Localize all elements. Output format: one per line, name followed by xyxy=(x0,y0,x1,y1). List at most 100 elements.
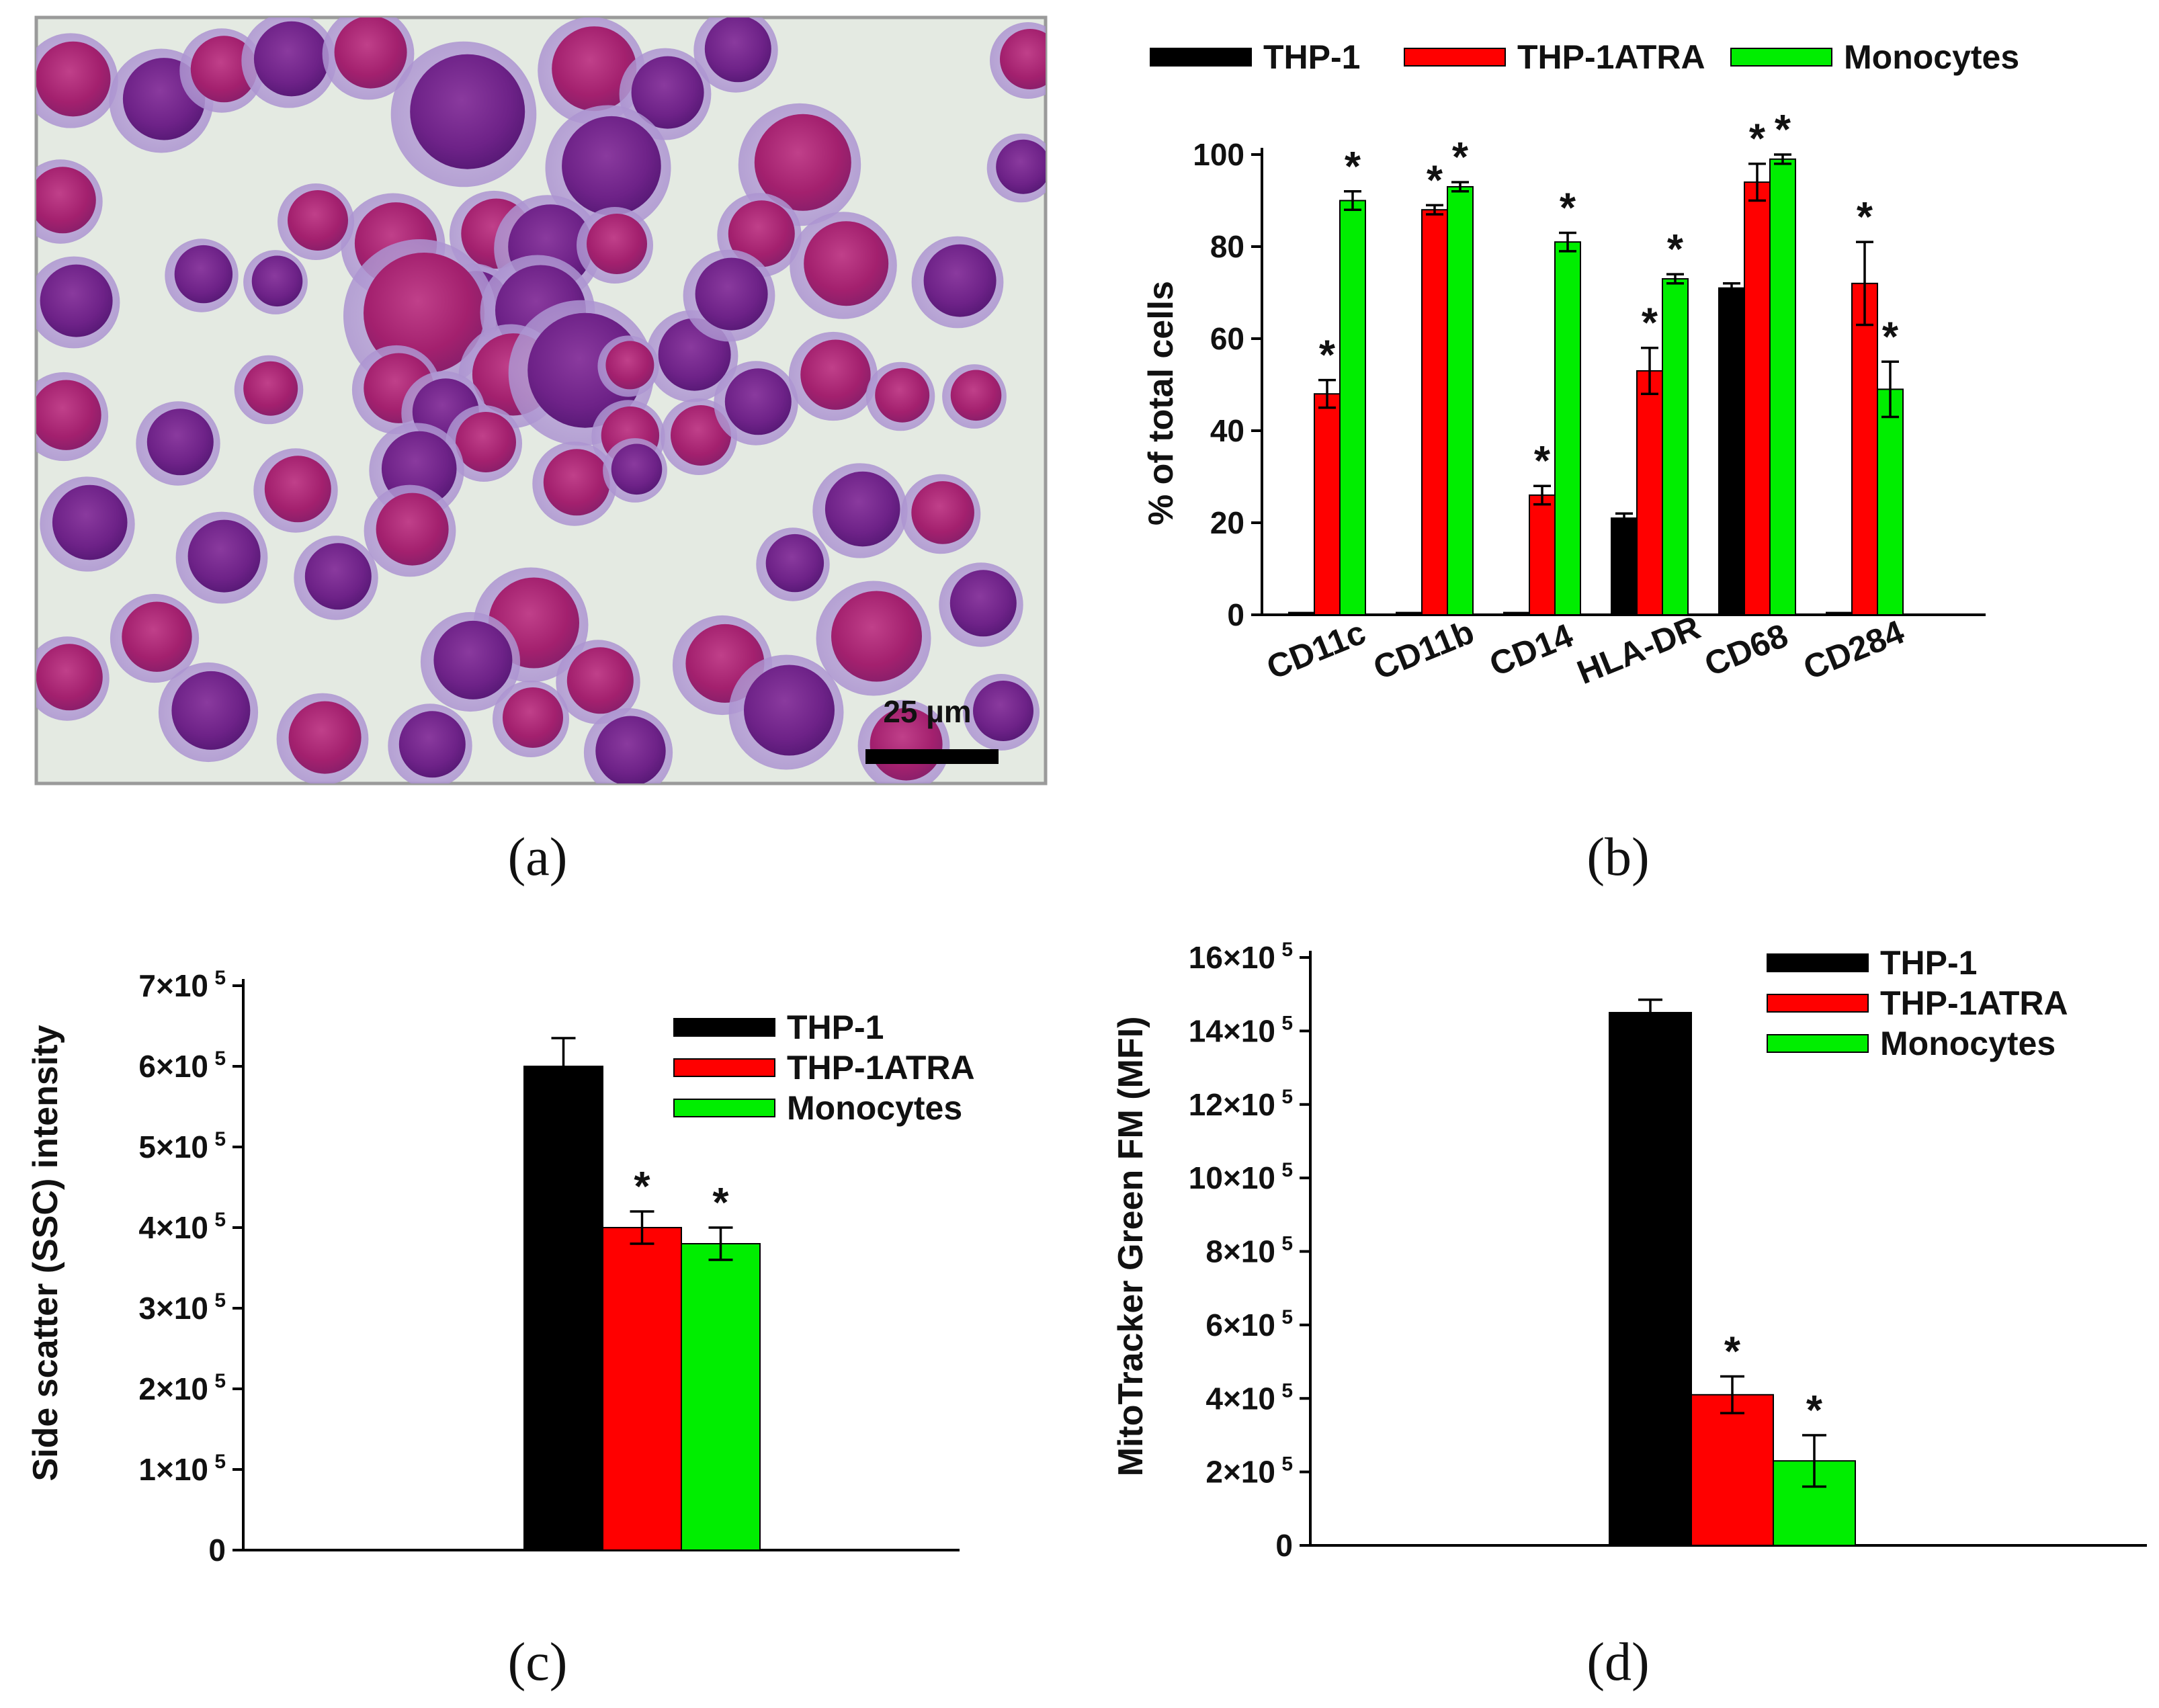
chart-b-error-bar xyxy=(1426,204,1443,216)
chart-c-significance-star: * xyxy=(634,1164,650,1210)
chart-c-ytick-label: 1×10 xyxy=(138,1452,208,1487)
chart-c-ytick-label: 3×10 xyxy=(138,1291,208,1326)
cell xyxy=(603,438,667,503)
cell-nucleus xyxy=(334,17,407,89)
chart-c-bar-thp-1atra xyxy=(602,1227,682,1551)
chart-b-error-bar xyxy=(1748,162,1766,202)
cell-nucleus xyxy=(122,601,192,672)
cell xyxy=(493,681,569,757)
chart-b-ytick-label: 0 xyxy=(1227,597,1244,632)
cell xyxy=(446,405,522,482)
chart-d-ytick-exponent: 5 xyxy=(1281,1306,1293,1328)
cell-nucleus xyxy=(36,380,101,450)
chart-d-ytick-label: 12×10 xyxy=(1189,1087,1275,1122)
cell-nucleus xyxy=(804,221,889,306)
stained-cells xyxy=(36,17,1046,783)
chart-b-ylabel: % of total cells xyxy=(1142,281,1181,525)
chart-d-error-bar xyxy=(1802,1434,1826,1488)
chart-d-error-bar xyxy=(1720,1375,1744,1414)
cell-nucleus xyxy=(595,716,666,783)
cell-nucleus xyxy=(398,711,466,778)
chart-d-legend-label-thp-1atra: THP-1ATRA xyxy=(1880,984,2068,1022)
chart-d-legend-swatch-thp-1atra xyxy=(1767,994,1869,1013)
cell-nucleus xyxy=(695,257,768,331)
micrograph-panel: 25 µm xyxy=(34,15,1048,785)
cell-nucleus xyxy=(251,255,303,307)
cell xyxy=(597,335,659,397)
chart-b-category-label: CD68 xyxy=(1699,616,1793,683)
panel-label-a: (a) xyxy=(508,828,568,887)
chart-d-ytick-exponent: 5 xyxy=(1281,939,1293,961)
cell-nucleus xyxy=(171,671,251,750)
chart-b-error-bar xyxy=(1559,231,1576,253)
cell-nucleus xyxy=(631,56,704,129)
cell xyxy=(990,22,1046,99)
cell xyxy=(556,640,640,724)
cell xyxy=(158,662,259,763)
chart-b-error-bar xyxy=(1774,153,1791,165)
chart-b-bar-thp-1atra-hla-dr xyxy=(1636,370,1663,615)
chart-b-category-label: HLA-DR xyxy=(1572,608,1705,691)
cell-nucleus xyxy=(949,570,1017,637)
chart-b-bar-thp-1-cd11c xyxy=(1288,611,1315,616)
cell-nucleus xyxy=(611,443,663,495)
cell xyxy=(788,331,878,421)
chart-b-error-bar xyxy=(1533,484,1551,506)
chart-c-legend-swatch-thp-1atra xyxy=(673,1058,775,1077)
cell-nucleus xyxy=(304,543,372,610)
chart-c-legend-label-monocytes: Monocytes xyxy=(787,1089,962,1127)
chart-c: Side scatter (SSC) intensity 0 1×10 5 2×10 5… xyxy=(26,967,975,1568)
cell-nucleus xyxy=(146,409,214,476)
cell-nucleus xyxy=(36,644,103,711)
chart-b-legend-swatch-monocytes xyxy=(1730,48,1832,67)
chart-c-ytick-label: 0 xyxy=(208,1533,226,1568)
chart-b-bar-thp-1atra-cd11c xyxy=(1314,393,1341,615)
cell-nucleus xyxy=(923,244,997,317)
chart-b-error-bar xyxy=(1641,346,1658,395)
chart-b-legend-label-thp-1atra: THP-1ATRA xyxy=(1517,38,1705,76)
cell xyxy=(136,401,220,486)
chart-d-significance-star: * xyxy=(1806,1387,1823,1434)
cell xyxy=(532,441,617,526)
cell-nucleus xyxy=(562,116,661,216)
cell xyxy=(728,654,844,770)
chart-b-bar-thp-1-hla-dr xyxy=(1611,517,1638,616)
cell-nucleus xyxy=(503,687,563,748)
chart-b-significance-star: * xyxy=(1345,144,1361,190)
chart-d-ytick-label: 14×10 xyxy=(1189,1013,1275,1048)
chart-b-significance-star: * xyxy=(1319,333,1336,379)
cell-nucleus xyxy=(52,484,128,560)
chart-b-ytick-label: 20 xyxy=(1210,505,1244,540)
cell xyxy=(714,361,798,445)
cell-nucleus xyxy=(950,370,1002,421)
chart-c-bar-monocytes xyxy=(681,1243,761,1551)
chart-c-legend-label-thp-1atra: THP-1ATRA xyxy=(787,1049,975,1086)
cell xyxy=(812,463,908,558)
cell-nucleus xyxy=(911,481,974,544)
chart-b-error-bar xyxy=(1666,273,1684,285)
cell-nucleus xyxy=(605,341,654,390)
chart-b-bar-thp-1atra-cd68 xyxy=(1744,181,1771,616)
chart-d-legend-swatch-monocytes xyxy=(1767,1034,1869,1053)
cell-nucleus xyxy=(190,36,257,103)
panel-label-d: (d) xyxy=(1586,1633,1649,1692)
chart-c-ytick-label: 6×10 xyxy=(138,1049,208,1084)
chart-d-ytick-exponent: 5 xyxy=(1281,1233,1293,1255)
chart-b-significance-star: * xyxy=(1749,116,1766,163)
scale-bar xyxy=(865,749,999,764)
chart-c-bar-thp-1 xyxy=(523,1066,603,1551)
cell-nucleus xyxy=(288,190,348,251)
chart-c-ytick-exponent: 5 xyxy=(214,1128,226,1150)
chart-b-error-bar xyxy=(1615,512,1633,524)
chart-d-ytick-label: 0 xyxy=(1275,1528,1293,1563)
chart-d-significance-star: * xyxy=(1724,1328,1741,1375)
chart-b-significance-star: * xyxy=(1452,134,1469,181)
chart-b-bar-monocytes-cd68 xyxy=(1769,158,1796,616)
cell-nucleus xyxy=(243,361,298,416)
chart-b-significance-star: * xyxy=(1857,194,1873,241)
cell xyxy=(538,17,645,124)
chart-d-ytick-exponent: 5 xyxy=(1281,1012,1293,1034)
cell xyxy=(545,105,671,231)
chart-b-ytick-label: 40 xyxy=(1210,413,1244,448)
cell xyxy=(253,448,338,533)
